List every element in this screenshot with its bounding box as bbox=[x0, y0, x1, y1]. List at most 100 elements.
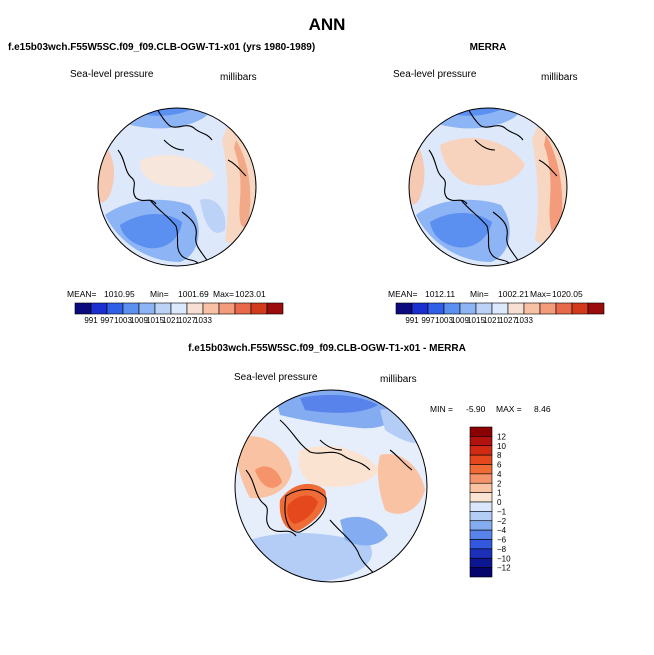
colorbar-swatch bbox=[395, 302, 413, 315]
colorbar-tick-label: 2 bbox=[497, 479, 502, 488]
colorbar-tick-label: 1033 bbox=[194, 316, 212, 325]
map-field-high-east bbox=[222, 120, 256, 244]
colorbar-swatch bbox=[218, 302, 236, 315]
colorbar-swatch bbox=[571, 302, 589, 315]
panel-model-map bbox=[98, 108, 256, 266]
colorbar-swatch bbox=[170, 302, 188, 315]
panel-difference-map bbox=[235, 390, 427, 582]
colorbar-swatch bbox=[411, 302, 429, 315]
colorbar-swatch bbox=[138, 302, 156, 315]
stat-min-value: -5.90 bbox=[466, 404, 486, 414]
colorbar-swatch bbox=[469, 567, 493, 578]
colorbar-tick-label: −8 bbox=[497, 545, 507, 554]
colorbar-tick-label: 1033 bbox=[515, 316, 533, 325]
colorbar-swatch bbox=[250, 302, 268, 315]
colorbar-tick-label: 991 bbox=[84, 316, 98, 325]
stat-mean-label: MEAN= bbox=[388, 289, 418, 299]
map-field-low-southeast bbox=[200, 199, 226, 233]
colorbar-swatch bbox=[469, 492, 493, 503]
map-field-high-center bbox=[440, 137, 525, 186]
colorbar-tick-label: 8 bbox=[497, 451, 502, 460]
map-field-pos-east bbox=[377, 454, 425, 514]
colorbar-swatch bbox=[469, 539, 493, 550]
colorbar-tick-label: −4 bbox=[497, 526, 507, 535]
panel-difference-units-label: millibars bbox=[380, 374, 417, 385]
stat-max-label: Max= bbox=[530, 289, 551, 299]
colorbar-tick-label: 12 bbox=[497, 432, 506, 441]
stat-max-label: Max= bbox=[213, 289, 234, 299]
colorbar-swatch bbox=[469, 511, 493, 522]
colorbar-swatch bbox=[469, 436, 493, 447]
map-field-high-east-core bbox=[234, 140, 251, 227]
map-field-low-south-core bbox=[430, 213, 492, 248]
stat-min-value: 1002.21 bbox=[498, 289, 529, 299]
panel-merra-title: MERRA bbox=[470, 42, 507, 53]
stat-min-label: Min= bbox=[150, 289, 169, 299]
colorbar-swatch bbox=[469, 454, 493, 465]
colorbar-swatch bbox=[523, 302, 541, 315]
panel-model-variable-label: Sea-level pressure bbox=[70, 69, 154, 80]
stat-mean-label: MEAN= bbox=[67, 289, 97, 299]
colorbar-tick-label: 997 bbox=[100, 316, 114, 325]
map-field-neg-north-core bbox=[300, 394, 378, 413]
panel-difference-title: f.e15b03wch.F55W5SC.f09_f09.CLB-OGW-T1-x… bbox=[188, 343, 466, 354]
colorbar-swatch bbox=[491, 302, 509, 315]
panel-merra: MERRA Sea-level pressure millibars bbox=[388, 42, 605, 325]
colorbar-swatch bbox=[469, 426, 493, 437]
main-title: ANN bbox=[309, 15, 346, 34]
panel-merra-stats: MEAN= 1012.11 Min= 1002.21 Max= 1020.05 bbox=[388, 289, 583, 299]
map-field-high-east-core bbox=[544, 135, 563, 237]
stat-max-value: 8.46 bbox=[534, 404, 551, 414]
map-border bbox=[97, 107, 257, 267]
colorbar-swatch bbox=[90, 302, 108, 315]
colorbar-tick-label: 1009 bbox=[451, 316, 469, 325]
stat-mean-value: 1010.95 bbox=[104, 289, 135, 299]
stat-max-value: 1020.05 bbox=[552, 289, 583, 299]
colorbar-swatch bbox=[555, 302, 573, 315]
colorbar-swatch bbox=[469, 473, 493, 484]
stat-min-label: Min= bbox=[470, 289, 489, 299]
map-border bbox=[234, 389, 428, 583]
stat-max-label: MAX = bbox=[496, 404, 522, 414]
colorbar-tick-label: 1003 bbox=[114, 316, 132, 325]
colorbar-swatch bbox=[475, 302, 493, 315]
panel-merra-map bbox=[409, 108, 567, 266]
colorbar-tick-label: 1015 bbox=[467, 316, 485, 325]
map-field-pos-greenland-core bbox=[287, 495, 318, 524]
stat-min-label: MIN = bbox=[430, 404, 453, 414]
map-field-pos-west-core bbox=[255, 466, 282, 488]
stat-min-value: 1001.69 bbox=[178, 289, 209, 299]
panel-model: f.e15b03wch.F55W5SC.f09_f09.CLB-OGW-T1-x… bbox=[8, 42, 315, 325]
panel-difference-variable-label: Sea-level pressure bbox=[234, 372, 318, 383]
stat-mean-value: 1012.11 bbox=[425, 289, 455, 299]
colorbar-tick-label: 1027 bbox=[499, 316, 517, 325]
colorbar-tick-label: 1 bbox=[497, 489, 502, 498]
colorbar-tick-label: 1003 bbox=[435, 316, 453, 325]
colorbar-swatch bbox=[106, 302, 124, 315]
colorbar-swatch bbox=[469, 520, 493, 531]
panel-model-stats: MEAN= 1010.95 Min= 1001.69 Max= 1023.01 bbox=[67, 289, 266, 299]
colorbar-tick-label: −12 bbox=[497, 564, 511, 573]
colorbar-swatch bbox=[459, 302, 477, 315]
colorbar-swatch bbox=[507, 302, 525, 315]
panel-model-title: f.e15b03wch.F55W5SC.f09_f09.CLB-OGW-T1-x… bbox=[8, 42, 315, 53]
colorbar-swatch bbox=[266, 302, 284, 315]
colorbar-swatch bbox=[469, 464, 493, 475]
colorbar-swatch bbox=[74, 302, 92, 315]
colorbar-tick-label: 6 bbox=[497, 461, 502, 470]
colorbar-tick-label: 997 bbox=[421, 316, 435, 325]
colorbar-swatch bbox=[469, 482, 493, 493]
colorbar-tick-label: 0 bbox=[497, 498, 502, 507]
colorbar-swatch bbox=[469, 501, 493, 512]
panel-difference: f.e15b03wch.F55W5SC.f09_f09.CLB-OGW-T1-x… bbox=[188, 343, 551, 583]
colorbar-swatch bbox=[469, 445, 493, 456]
map-field-low-south-core bbox=[120, 214, 182, 249]
map-coastlines bbox=[117, 108, 247, 266]
colorbar-swatch bbox=[202, 302, 220, 315]
colorbar-swatch bbox=[234, 302, 252, 315]
colorbar-swatch bbox=[469, 529, 493, 540]
panel-difference-stats: MIN = -5.90 MAX = 8.46 bbox=[430, 404, 551, 414]
